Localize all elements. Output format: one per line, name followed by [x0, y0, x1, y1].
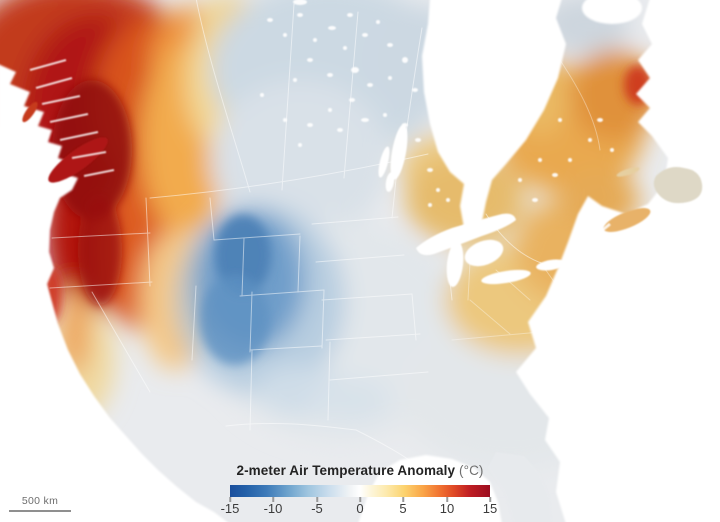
legend-title-text: 2-meter Air Temperature Anomaly [236, 463, 456, 478]
colorbar-tick [272, 497, 274, 502]
lake-huron [464, 239, 504, 267]
colorbar-tick-label: -5 [311, 501, 323, 516]
border-us-mexico [225, 422, 413, 463]
colorbar-tick [402, 497, 404, 502]
scalebar-line [9, 510, 71, 512]
border-canada-us [149, 153, 429, 199]
colorbar-tick-label: 5 [399, 501, 407, 516]
colorbar-tick-label: 0 [356, 501, 364, 516]
small-lakes-and-fjords [29, 0, 614, 207]
colorbar-tick [316, 497, 318, 502]
colorbar-tick [446, 497, 448, 502]
newfoundland [653, 167, 703, 204]
colorbar-tick-label: 15 [482, 501, 498, 516]
lake-michigan [446, 241, 464, 287]
atlantic-ocean [516, 0, 720, 522]
anticosti-island [616, 167, 640, 177]
colorbar-tick-label: -10 [263, 501, 283, 516]
colorbar [230, 485, 490, 497]
st-lawrence-river [564, 222, 611, 264]
colorbar-tick-label: 10 [439, 501, 455, 516]
haida-gwaii [22, 101, 38, 123]
colorbar-tick-label: -15 [220, 501, 240, 516]
state-province-borders [49, 0, 601, 463]
lake-superior [416, 213, 516, 256]
lake-ontario [536, 259, 566, 271]
vancouver-island [48, 137, 108, 183]
great-lakes [378, 124, 611, 287]
lake-winnipeg [390, 124, 408, 180]
colorbar-tick [359, 497, 361, 502]
colorbar-tick [229, 497, 231, 502]
florida-southeast-coast [488, 452, 552, 522]
lake-manitoba [385, 172, 395, 192]
legend-unit: (°C) [458, 463, 484, 478]
scalebar-label: 500 km [21, 495, 59, 507]
ungava-bay [582, 0, 642, 24]
nova-scotia [603, 208, 651, 232]
lake-winnipegosis [378, 146, 390, 178]
islands [22, 101, 703, 522]
hudson-bay [422, 0, 566, 232]
lake-erie [481, 269, 531, 285]
colorbar-tick [489, 497, 491, 502]
legend-title: 2-meter Air Temperature Anomaly (°C) [236, 463, 483, 478]
